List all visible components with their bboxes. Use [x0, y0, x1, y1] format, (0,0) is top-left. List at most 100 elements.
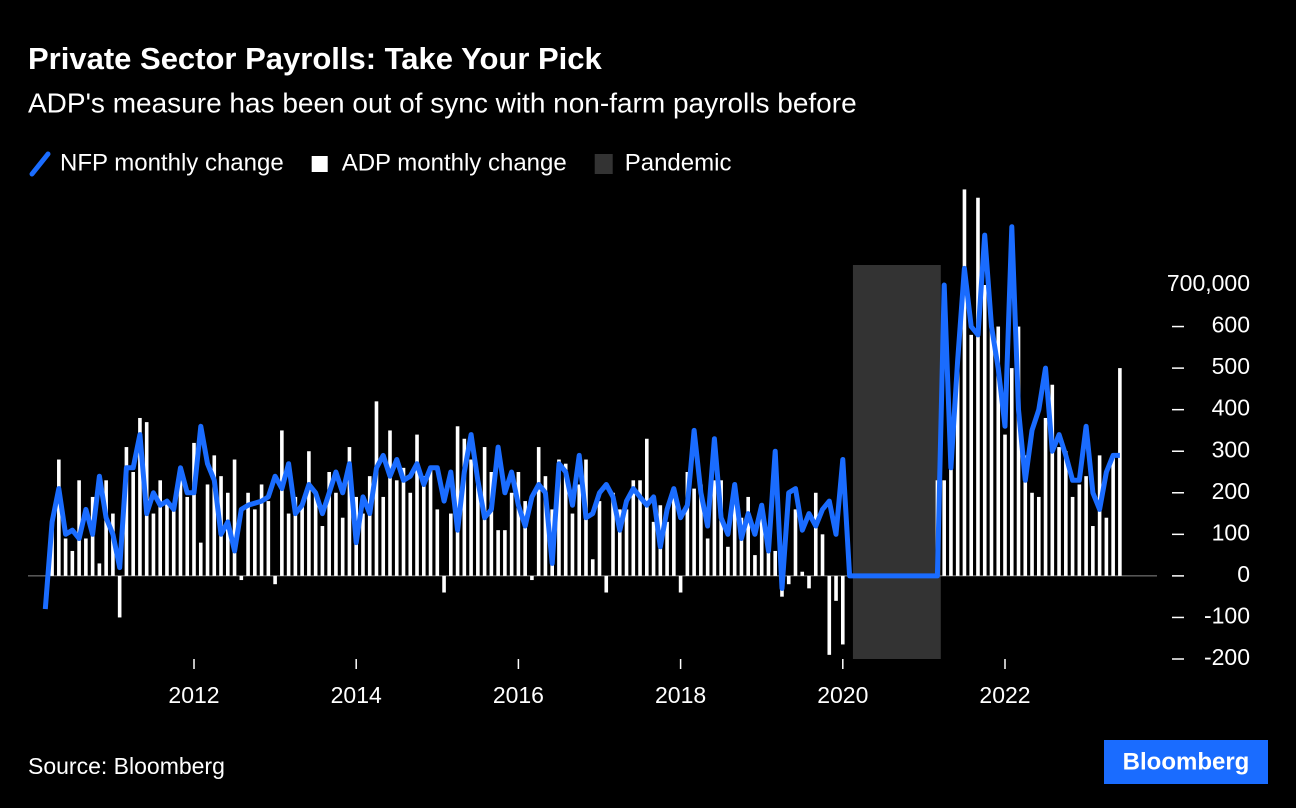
adp-bar [813, 492, 818, 576]
y-tick-label: 100 [1212, 519, 1250, 545]
adp-bar [841, 575, 845, 645]
adp-bar [246, 492, 250, 576]
nfp-line [42, 224, 1120, 610]
adp-bar [192, 442, 196, 576]
adp-bar [1111, 455, 1115, 576]
adp-bar [138, 417, 142, 576]
adp-bar [361, 513, 365, 576]
y-tick-label: 700,000 [1167, 270, 1250, 296]
adp-bar [347, 447, 352, 576]
adp-bar [969, 334, 974, 576]
y-tick-label: 600 [1212, 312, 1250, 338]
adp-bar [171, 505, 176, 576]
adp-bar [253, 509, 257, 576]
adp-bar [124, 447, 129, 576]
y-tick-label: 400 [1212, 395, 1250, 421]
x-tick-label: 2014 [331, 682, 382, 708]
adp-bar [225, 492, 230, 576]
adp-bar [942, 480, 946, 576]
adp-bar [1084, 476, 1088, 576]
adp-bar [834, 575, 838, 601]
adp-bar [476, 480, 480, 576]
pandemic-span [852, 265, 941, 659]
logo: Bloomberg [1123, 748, 1250, 775]
adp-bar [496, 530, 500, 576]
adp-bar [212, 455, 217, 576]
y-tick-label: 0 [1237, 561, 1250, 587]
adp-bar [307, 451, 311, 576]
adp-bar [232, 459, 237, 576]
adp-bar [334, 492, 338, 576]
adp-bar [70, 550, 75, 576]
adp-bar [273, 575, 277, 585]
adp-bar [766, 550, 771, 576]
legend-label: NFP monthly change [60, 149, 284, 176]
adp-bar [976, 197, 980, 576]
adp-bar [786, 575, 791, 585]
adp-bar [530, 575, 534, 581]
adp-bar [131, 472, 135, 576]
adp-bar [651, 521, 656, 576]
adp-bar [1009, 368, 1014, 576]
adp-bar [374, 401, 379, 576]
adp-bar [293, 496, 298, 576]
adp-bar [1043, 417, 1048, 576]
adp-bar [185, 496, 190, 576]
adp-bar [557, 459, 561, 576]
adp-bar [800, 571, 805, 576]
adp-bar [313, 492, 318, 576]
adp-bar [726, 546, 730, 576]
adp-bar [665, 521, 669, 576]
adp-bar [820, 534, 825, 576]
adp-bar [97, 563, 102, 576]
adp-bar [536, 447, 541, 576]
adp-bar [719, 480, 723, 576]
adp-bar [509, 492, 514, 576]
adp-bar [996, 326, 1001, 576]
adp-bar [759, 517, 764, 576]
adp-bar [104, 480, 108, 576]
adp-bar [381, 496, 386, 576]
adp-bar [807, 575, 811, 589]
adp-bar [773, 550, 778, 576]
legend-swatch [29, 151, 51, 177]
adp-bar [469, 459, 473, 576]
adp-bar [367, 476, 372, 576]
y-tick-label: 300 [1212, 436, 1250, 462]
adp-bar [198, 542, 203, 576]
adp-bar [827, 575, 832, 655]
adp-bar [1070, 496, 1075, 576]
adp-bar [563, 463, 568, 576]
adp-bar [692, 488, 696, 576]
adp-bar [523, 501, 527, 576]
adp-bar [982, 285, 987, 576]
adp-bar [489, 472, 494, 576]
y-tick-label: -100 [1204, 603, 1250, 629]
x-tick-label: 2018 [655, 682, 706, 708]
adp-bar [739, 517, 744, 576]
adp-bar [259, 484, 264, 576]
logo-box [1104, 740, 1268, 784]
adp-bar [732, 484, 737, 576]
adp-bar [408, 492, 413, 576]
adp-bar [158, 480, 163, 576]
adp-bar [631, 480, 636, 576]
adp-bar [577, 484, 582, 576]
adp-bar [638, 480, 642, 576]
legend-label: Pandemic [625, 149, 732, 176]
adp-bar [415, 434, 419, 576]
adp-bar [1030, 492, 1034, 576]
chart-subtitle: ADP's measure has been out of sync with … [28, 87, 857, 118]
adp-bar [1003, 434, 1007, 576]
adp-bar [266, 501, 271, 576]
adp-bar [117, 575, 122, 618]
adp-bar [178, 480, 183, 576]
adp-bar [1118, 368, 1122, 576]
x-tick-label: 2012 [168, 682, 219, 708]
adp-bar [949, 442, 953, 576]
adp-bar [597, 501, 602, 576]
adp-bar [590, 559, 595, 576]
x-tick-label: 2016 [493, 682, 544, 708]
